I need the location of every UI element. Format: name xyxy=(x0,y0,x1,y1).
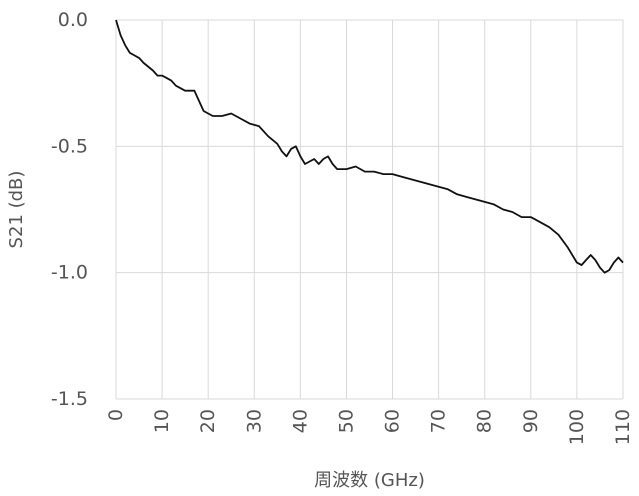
x-tick-label: 110 xyxy=(612,409,634,445)
x-tick-label: 80 xyxy=(474,409,496,433)
x-tick-label: 40 xyxy=(289,409,311,433)
y-tick-label: -0.5 xyxy=(51,135,88,157)
y-axis-title: S21 (dB) xyxy=(6,171,27,249)
x-tick-label: 0 xyxy=(105,409,127,421)
y-tick-label: -1.5 xyxy=(51,388,88,410)
x-tick-label: 50 xyxy=(335,409,357,433)
grid-lines xyxy=(115,19,624,400)
s21-series-line xyxy=(115,19,624,274)
x-tick-label: 100 xyxy=(566,409,588,445)
x-tick-label: 70 xyxy=(428,409,450,433)
y-tick-label: 0.0 xyxy=(58,9,88,31)
x-tick-label: 10 xyxy=(151,409,173,433)
x-axis-title: 周波数 (GHz) xyxy=(314,470,425,491)
x-tick-label: 60 xyxy=(382,409,404,433)
y-tick-labels: 0.0 -0.5 -1.0 -1.5 xyxy=(51,9,88,410)
x-tick-label: 30 xyxy=(243,409,265,433)
y-tick-label: -1.0 xyxy=(51,262,88,284)
x-tick-label: 90 xyxy=(520,409,542,433)
x-tick-label: 20 xyxy=(197,409,219,433)
x-tick-labels: 0 10 20 30 40 50 60 70 80 90 100 110 xyxy=(105,409,634,445)
